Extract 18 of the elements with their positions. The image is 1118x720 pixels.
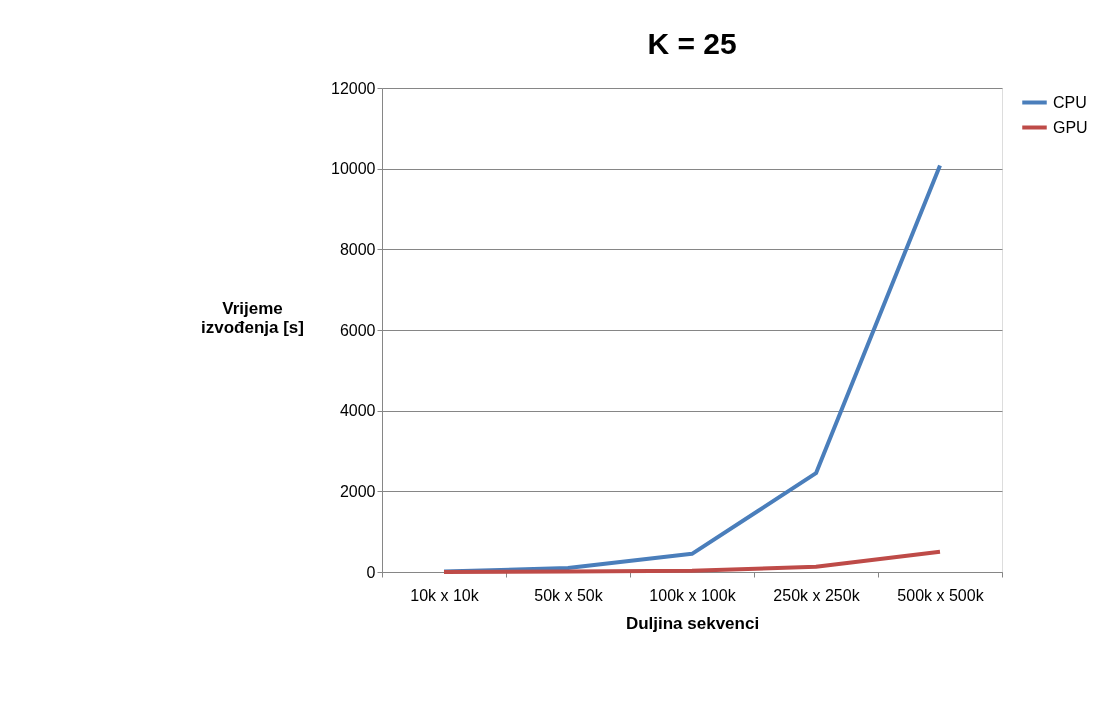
x-axis-title: Duljina sekvenci (625, 613, 760, 633)
x-tick-label: 50k x 50k (534, 586, 604, 604)
chart-title: K = 25 (647, 27, 737, 60)
x-tick-label: 500k x 500k (897, 586, 985, 604)
x-tick-label: 100k x 100k (649, 586, 737, 604)
y-tick-label: 0 (366, 563, 376, 581)
y-tick-label: 4000 (339, 402, 376, 420)
y-tick-label: 10000 (331, 160, 376, 178)
x-tick-label: 250k x 250k (773, 586, 861, 604)
y-tick-label: 2000 (339, 482, 376, 500)
legend-label: GPU (1053, 118, 1088, 136)
y-tick-label: 8000 (339, 240, 376, 258)
x-tick-label: 10k x 10k (410, 586, 480, 604)
legend-label: CPU (1053, 93, 1087, 111)
y-tick-label: 6000 (339, 321, 376, 339)
y-axis-title: Vrijeme izvođenja [s] (201, 298, 304, 337)
y-tick-label: 12000 (331, 79, 376, 97)
line-series (442, 549, 942, 574)
